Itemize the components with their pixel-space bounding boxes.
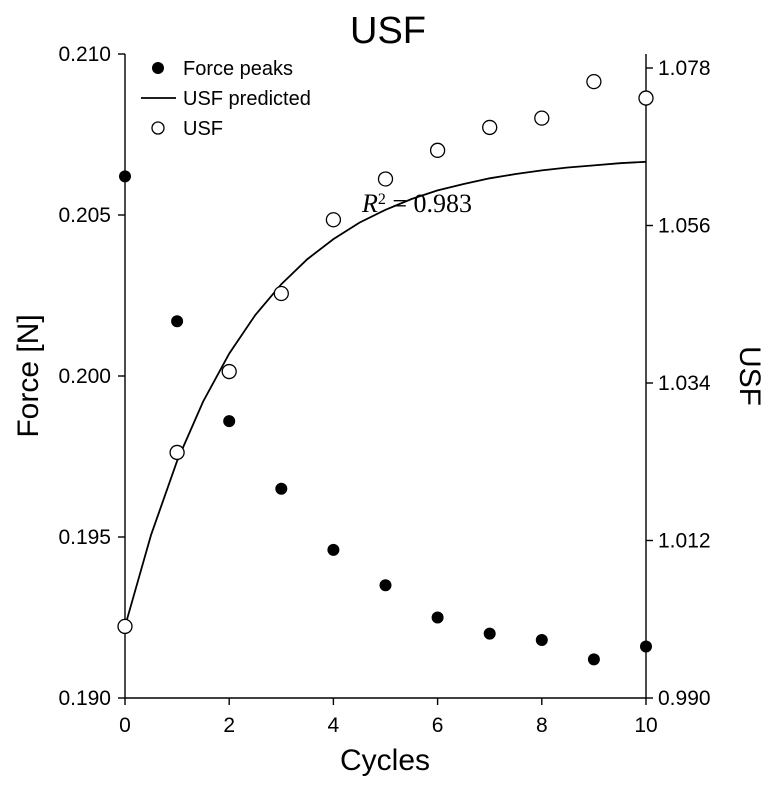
y-left-tick-label: 0.205 [58, 204, 111, 227]
r-squared-symbol: R [361, 189, 378, 218]
ticks: 0 2 4 6 8 10 0.190 0.195 0.200 0.205 0.210 0.990 1.0… [58, 43, 710, 737]
usf-point [117, 618, 133, 635]
chart-title: USF [350, 10, 426, 52]
x-tick-label: 6 [432, 714, 444, 737]
x-axis-label: Cycles [340, 744, 430, 777]
y-left-tick-label: 0.210 [58, 43, 111, 66]
force-peak-point [483, 627, 496, 640]
force-peak-point [119, 170, 131, 183]
force-peak-point [379, 579, 392, 592]
y-left-tick-label: 0.190 [58, 687, 111, 710]
legend-marker-force-peaks [152, 62, 164, 74]
usf-predicted-curve [124, 160, 647, 627]
legend-marker-usf [151, 121, 165, 135]
y-axis-left-label: Force [N] [12, 314, 45, 437]
legend-label-force-peaks: Force peaks [183, 58, 293, 80]
x-tick-label: 4 [328, 714, 340, 737]
x-tick-label: 0 [119, 714, 131, 737]
usf-point [482, 119, 498, 136]
usf-point [586, 73, 602, 90]
usf-point [221, 363, 237, 380]
force-peak-point [275, 482, 288, 495]
usf-point [325, 212, 342, 228]
legend: Force peaks USF predicted USF [141, 58, 311, 140]
y-right-tick-label: 0.990 [658, 687, 711, 710]
usf-point [429, 142, 446, 158]
x-tick-label: 8 [536, 714, 548, 737]
y-right-tick-label: 1.078 [658, 57, 711, 80]
usf-point [534, 110, 550, 126]
y-left-tick-label: 0.200 [58, 365, 111, 388]
force-peak-point [327, 543, 340, 556]
force-peak-point [587, 653, 600, 666]
r-squared-annotation: R2 = 0.983 [361, 189, 472, 218]
y-right-tick-label: 1.012 [658, 530, 711, 553]
x-tick-label: 10 [634, 714, 657, 737]
force-peak-point [171, 315, 184, 328]
force-peak-point [223, 415, 236, 428]
usf-point [377, 171, 394, 187]
usf-point [169, 444, 185, 461]
y-left-tick-label: 0.195 [58, 526, 111, 549]
usf-point [638, 90, 654, 106]
r-squared-value: = 0.983 [386, 189, 472, 218]
data-markers [117, 73, 654, 666]
force-peak-point [535, 634, 548, 647]
y-axis-right-label: USF [733, 346, 766, 406]
force-peak-point [431, 611, 444, 624]
y-right-tick-label: 1.056 [658, 215, 711, 238]
x-tick-label: 2 [223, 714, 235, 737]
usf-point [273, 285, 289, 302]
r-squared-exponent: 2 [378, 191, 386, 208]
axes [124, 54, 647, 699]
force-peak-point [640, 640, 652, 653]
legend-label-usf-predicted: USF predicted [183, 88, 311, 110]
usf-predicted-line [124, 160, 647, 627]
y-right-tick-label: 1.034 [658, 372, 711, 395]
legend-label-usf: USF [183, 118, 223, 140]
